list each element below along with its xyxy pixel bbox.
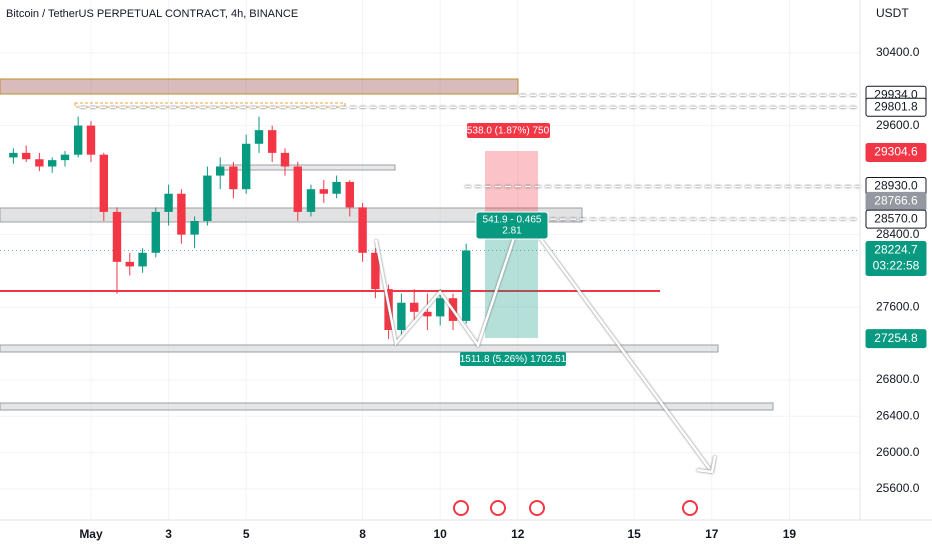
price-tag: [865, 329, 927, 349]
x-tick-label: 3: [165, 527, 172, 541]
candle-body: [345, 181, 354, 208]
zone: [0, 402, 774, 411]
zone: [74, 102, 346, 108]
y-tick-label: 26800.0: [876, 372, 920, 386]
y-tick-label: 26400.0: [876, 408, 920, 422]
candle-body: [332, 181, 341, 194]
price-tag-label: 28766.6: [874, 193, 918, 207]
candle-body: [409, 302, 419, 312]
candle-body: [435, 298, 445, 317]
candle-body: [164, 193, 173, 212]
candle-body: [306, 189, 316, 212]
currency: USDT: [876, 6, 909, 20]
label-box: [467, 123, 550, 138]
candle-body: [86, 125, 96, 155]
arrow-head: [696, 455, 717, 474]
candle-body: [397, 302, 406, 330]
x-tick-label: 10: [434, 527, 448, 541]
annotation: 541.9 - 0.465: [483, 215, 542, 226]
price-tag-label: 28930.0: [874, 179, 918, 193]
x-tick-label: 5: [243, 527, 250, 541]
candle-body: [138, 252, 147, 267]
x-tick-label: May: [79, 527, 103, 541]
candle-body: [319, 189, 328, 194]
x-tick-label: 12: [511, 527, 525, 541]
stop-zone: [485, 151, 538, 218]
y-tick-label: 29600.0: [876, 118, 920, 132]
event-icon[interactable]: [490, 500, 506, 516]
event-icon[interactable]: [682, 500, 698, 516]
price-tag-label: 28224.7: [874, 243, 918, 257]
zone: [0, 344, 719, 353]
candle-body: [215, 166, 225, 176]
candle-body: [151, 211, 160, 253]
x-tick-label: 15: [628, 527, 642, 541]
grid: [0, 0, 860, 520]
candle-body: [203, 175, 212, 221]
candle-body: [9, 152, 18, 158]
pattern-line: [374, 219, 522, 348]
axes: 30400.0 29600.0 28400.0 27600.0 26800.0 26400…: [79, 45, 927, 541]
label-box: [460, 352, 566, 366]
candle-body: [267, 130, 277, 153]
y-tick-label: 30400.0: [876, 45, 920, 59]
candle-body: [47, 160, 57, 167]
candle-body: [177, 193, 186, 235]
candle-body: [371, 252, 380, 290]
price-tag-label: 28570.0: [874, 211, 918, 225]
candle-body: [241, 143, 251, 190]
price-tag: [865, 97, 927, 117]
price-tag: [865, 142, 927, 162]
candle-body: [423, 311, 432, 317]
candle-body: [254, 130, 264, 144]
x-tick-label: 8: [359, 527, 366, 541]
arrow: [538, 237, 714, 473]
y-tick-label: 28400.0: [876, 227, 920, 241]
price-tag-label: 27254.8: [874, 331, 918, 345]
y-tick-label: 26000.0: [876, 445, 920, 459]
candle-body: [190, 220, 199, 235]
price-tag: [865, 241, 927, 277]
candle-body: [229, 166, 238, 190]
x-tick-label: 17: [705, 527, 719, 541]
price-tag-label: 29304.6: [874, 145, 918, 159]
y-tick-label: 25600.0: [876, 481, 920, 495]
candle-body: [73, 125, 83, 155]
zone: [0, 207, 583, 223]
annotation: 2.81: [502, 226, 522, 237]
candle-body: [21, 152, 31, 160]
event-icons: [453, 500, 698, 516]
candle-body: [280, 152, 290, 167]
candle-body: [60, 154, 70, 161]
price-tag: [865, 209, 927, 229]
candle-body: [358, 207, 367, 253]
annotation: 538.0 (1.87%) 750: [467, 126, 550, 137]
zone: [0, 78, 519, 95]
event-icon[interactable]: [453, 500, 469, 516]
label-box: [475, 211, 549, 240]
candle-body: [112, 211, 122, 262]
event-icon[interactable]: [529, 500, 545, 516]
annotation: 1511.8 (5.26%) 1702.51: [460, 354, 567, 365]
candle-body: [461, 250, 471, 321]
chart-title: Bitcoin / TetherUS PERPETUAL CONTRACT, 4…: [6, 8, 298, 20]
x-tick-label: 19: [783, 527, 797, 541]
candle-body: [125, 261, 134, 267]
price-tag-label: 29801.8: [874, 99, 918, 113]
candle-body: [293, 166, 302, 212]
countdown: 03:22:58: [873, 259, 920, 273]
y-tick-label: 27600.0: [876, 299, 920, 313]
candle-body: [35, 159, 44, 167]
candle-body: [99, 154, 108, 212]
